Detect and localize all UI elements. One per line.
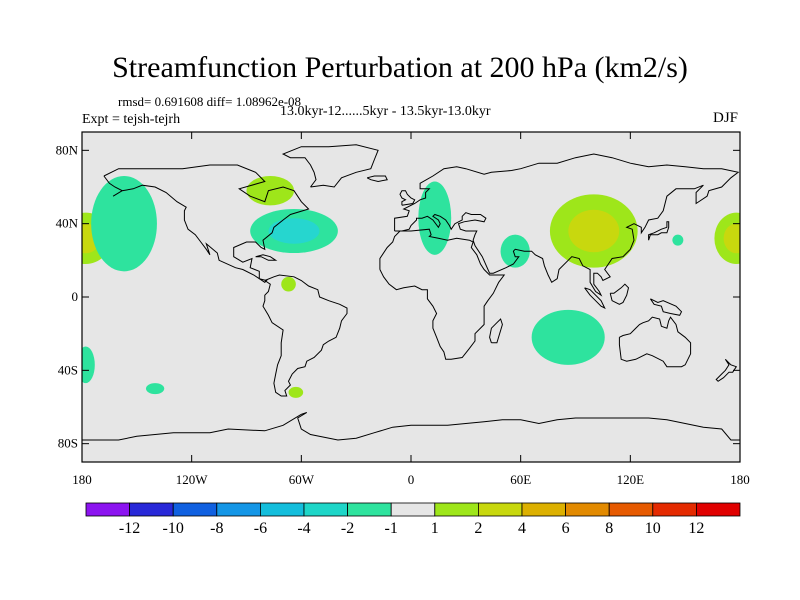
y-tick-label: 40S bbox=[58, 362, 78, 377]
colorbar-label: -4 bbox=[297, 520, 310, 537]
colorbar-box-13 bbox=[608, 502, 654, 517]
anomaly-south-pacific-edge-negative-level-1 bbox=[82, 346, 95, 384]
x-tick-label: 180 bbox=[730, 472, 750, 487]
colorbar-label: 4 bbox=[518, 520, 526, 537]
colorbar-box-9 bbox=[434, 502, 479, 517]
x-tick-label: 120W bbox=[176, 472, 209, 487]
colorbar-label: 12 bbox=[688, 520, 704, 537]
coastline-south-america bbox=[262, 274, 348, 397]
x-tick-label: 60W bbox=[289, 472, 315, 487]
anomaly-caribbean-positive-level-1 bbox=[281, 276, 296, 292]
anomaly-east-asia-positive-level-2 bbox=[568, 209, 620, 253]
colorbar-box-1 bbox=[85, 502, 130, 517]
coastline-layer bbox=[82, 144, 740, 441]
coastline-australia bbox=[618, 316, 692, 368]
anomaly-south-atlantic-positive-level-1 bbox=[288, 386, 304, 398]
colorbar-box-5 bbox=[259, 502, 305, 517]
coastline-britain bbox=[399, 190, 416, 206]
colorbar-label: -6 bbox=[254, 520, 267, 537]
anomaly-north-pacific-negative-level-1 bbox=[91, 176, 157, 272]
y-tick-label: 0 bbox=[72, 289, 79, 304]
colorbar-label: 1 bbox=[431, 520, 439, 537]
colorbar-label: -10 bbox=[163, 520, 184, 537]
coastline-north-america bbox=[103, 164, 310, 283]
coastline-eurasia bbox=[394, 153, 740, 297]
coastline-cuba bbox=[255, 254, 278, 261]
colorbar-label: 10 bbox=[645, 520, 661, 537]
experiment-label: Expt = tejsh-tejrh bbox=[82, 112, 181, 127]
anomaly-south-pacific-negative-level-1 bbox=[145, 383, 165, 395]
anomaly-europe-negative-level-1 bbox=[418, 181, 452, 255]
coastline-madagascar bbox=[489, 318, 503, 344]
coastline-new-zealand bbox=[715, 358, 738, 382]
anomaly-north-atlantic-negative-level-2 bbox=[268, 218, 320, 244]
coastline-new-guinea bbox=[649, 298, 683, 316]
coastline-sumatra bbox=[584, 287, 606, 310]
colorbar-box-14 bbox=[652, 502, 697, 517]
colorbar-label: -1 bbox=[385, 520, 398, 537]
colorbar-box-12 bbox=[565, 502, 610, 517]
x-tick-label: 60E bbox=[510, 472, 531, 487]
colorbar-box-2 bbox=[129, 502, 174, 517]
anomaly-arabian-sea-negative-level-1 bbox=[500, 234, 530, 268]
anomaly-indian-ocean-negative-level-1 bbox=[531, 309, 605, 365]
colorbar-label: 6 bbox=[562, 520, 570, 537]
colorbar-box-11 bbox=[521, 502, 566, 517]
colorbar-label: -12 bbox=[119, 520, 140, 537]
colorbar-label: -8 bbox=[210, 520, 223, 537]
period-line: 13.0kyr-12......5kyr - 13.5kyr-13.0kyr bbox=[280, 104, 491, 119]
colorbar-box-3 bbox=[172, 502, 218, 517]
map-background bbox=[82, 132, 740, 462]
season-label: DJF bbox=[712, 110, 738, 126]
coastline-greenland bbox=[281, 144, 379, 188]
x-tick-label: 180 bbox=[72, 472, 92, 487]
y-tick-label: 80N bbox=[56, 142, 79, 157]
colorbar-label: 2 bbox=[474, 520, 482, 537]
colorbar-box-4 bbox=[216, 502, 261, 517]
colorbar: -12 -10 -8 -6 -4 -2 -1 1 2 4 6 8 10 12 bbox=[85, 502, 741, 537]
anomaly-layer bbox=[82, 176, 740, 398]
axis-ticks: 180 120W 60W 0 60E 120E 180 80N 40N 0 40S 80S bbox=[56, 132, 750, 487]
x-tick-label: 0 bbox=[408, 472, 415, 487]
colorbar-box-7 bbox=[347, 502, 392, 517]
coastline-borneo bbox=[609, 283, 630, 305]
coastline-africa bbox=[379, 228, 506, 360]
x-tick-label: 120E bbox=[617, 472, 645, 487]
coastline-iceland bbox=[366, 175, 388, 183]
y-tick-label: 40N bbox=[56, 216, 79, 231]
anomaly-west-pacific-negative-level-1 bbox=[672, 234, 684, 246]
anomaly-dateline-west-positive-level-2 bbox=[723, 223, 740, 254]
colorbar-label: -2 bbox=[341, 520, 354, 537]
colorbar-box-10 bbox=[477, 502, 523, 517]
y-tick-label: 80S bbox=[58, 436, 78, 451]
colorbar-label: 8 bbox=[605, 520, 613, 537]
chart-title: Streamfunction Perturbation at 200 hPa (… bbox=[112, 51, 688, 84]
colorbar-box-8 bbox=[390, 502, 436, 517]
colorbar-box-15 bbox=[696, 502, 741, 517]
coastline-japan bbox=[648, 221, 670, 241]
stats-line: rmsd= 0.691608 diff= 1.08962e-08 bbox=[118, 94, 302, 109]
colorbar-box-6 bbox=[303, 502, 348, 517]
coastline-antarctica bbox=[82, 412, 740, 441]
